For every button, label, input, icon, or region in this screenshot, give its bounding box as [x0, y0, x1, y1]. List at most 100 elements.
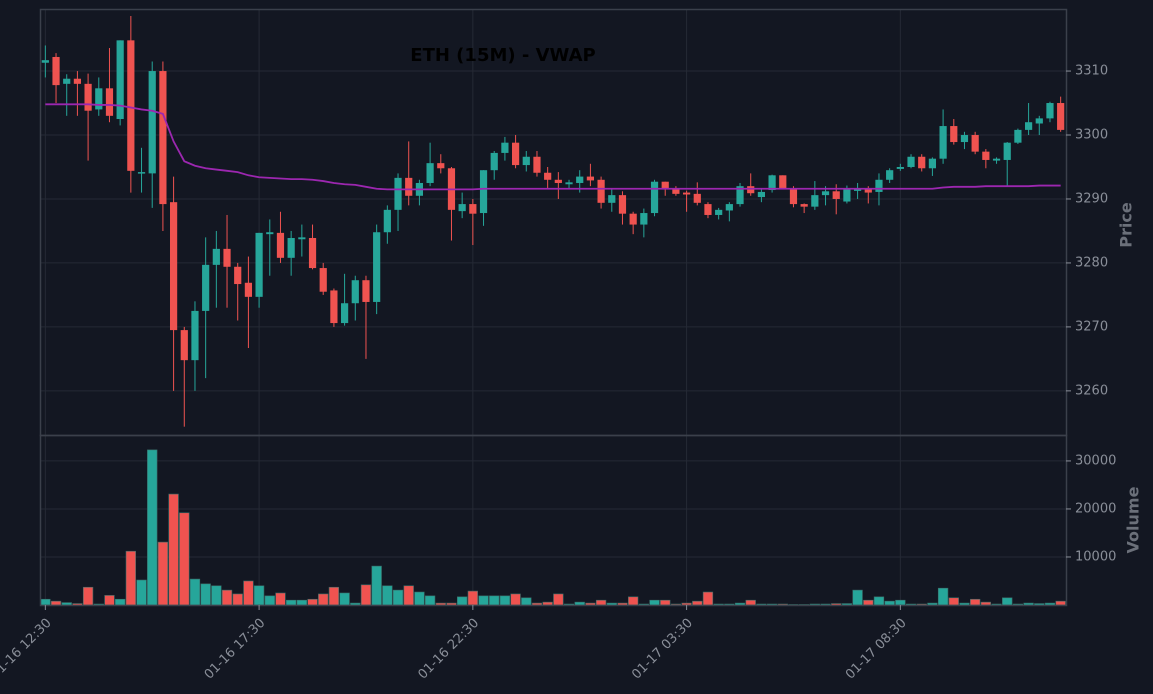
candle-body [768, 175, 776, 191]
volume-bar [147, 449, 158, 606]
volume-tick-label: 30000 [1075, 453, 1116, 468]
volume-bar [82, 586, 94, 606]
candle-body [864, 189, 872, 193]
volume-bar [50, 600, 62, 606]
vwap-line [45, 103, 1061, 191]
candle-body [373, 232, 381, 302]
candle-body [832, 191, 840, 199]
candle-body [533, 156, 541, 173]
candle-body [907, 156, 915, 167]
candle-body [340, 303, 349, 324]
volume-bar [734, 602, 746, 606]
volume-frame [39, 434, 1068, 607]
y-tick-label: 3310 [1075, 64, 1108, 79]
candle-body [490, 152, 498, 171]
candle-body [779, 175, 787, 189]
candle-body [1024, 122, 1033, 130]
candle-body [308, 237, 317, 269]
candle-body [127, 40, 135, 171]
volume-bar [745, 599, 756, 606]
volume-bar [253, 585, 265, 606]
volume-bar [531, 602, 543, 606]
candle-body [52, 56, 60, 86]
y-tick-label: 3290 [1075, 191, 1108, 206]
volume-tick-label: 20000 [1075, 501, 1116, 516]
volume-bar [371, 565, 382, 606]
candle-body [383, 209, 391, 233]
volume-bar [243, 580, 254, 606]
candle-body [159, 71, 167, 205]
candle-body [1035, 118, 1043, 124]
candle-body [544, 172, 552, 180]
volume-bar [937, 587, 949, 606]
candle-body [458, 204, 466, 212]
volume-bar [1055, 600, 1066, 606]
candle-body [244, 282, 253, 297]
candle-body [1014, 129, 1022, 143]
candle-body [266, 232, 274, 235]
candle-body [736, 186, 744, 205]
volume-bar [692, 600, 703, 606]
volume-bar [467, 590, 478, 606]
volume-bar [200, 583, 211, 606]
volume-bar [884, 600, 895, 606]
volume-bar [927, 602, 938, 606]
candle-body [1003, 142, 1011, 160]
candle-body [1046, 103, 1054, 119]
candle-body [747, 186, 755, 194]
candle-body [992, 158, 1001, 161]
volume-bar [510, 593, 521, 606]
volume-bar [895, 599, 906, 606]
volume-bar [628, 596, 639, 606]
volume-bar [264, 595, 275, 606]
candle-body [191, 310, 199, 361]
volume-bar [136, 579, 147, 606]
candle-body [298, 237, 306, 240]
candle-body [640, 213, 648, 225]
candle-body [148, 71, 156, 174]
y-axis-label: Price [1117, 202, 1136, 248]
volume-bar [403, 585, 414, 606]
candle-body [853, 189, 862, 191]
candle-body [501, 142, 509, 153]
volume-bar [1002, 597, 1013, 606]
candle-body [522, 156, 530, 166]
volume-bar [61, 602, 72, 606]
candle-body [960, 135, 969, 143]
volume-bar [104, 595, 115, 606]
volume-bar [232, 593, 243, 606]
candle-body [437, 163, 445, 169]
candle-body [821, 191, 830, 196]
candle-body [608, 195, 616, 203]
candle-body [95, 88, 103, 110]
volume-bar [595, 599, 607, 606]
volume-bar [970, 598, 981, 606]
volume-bar [542, 601, 553, 606]
volume-bar [553, 593, 564, 606]
volume-bar [221, 589, 233, 606]
volume-bar [286, 599, 297, 606]
volume-bar [189, 578, 201, 606]
candle-body [426, 163, 434, 183]
candle-body [1057, 103, 1065, 130]
candle-body [672, 188, 680, 194]
candle-body [351, 280, 359, 304]
volume-bar [702, 591, 714, 606]
y-tick-label: 3280 [1075, 255, 1108, 270]
volume-bar [959, 602, 970, 606]
chart-title: ETH (15M) - VWAP [410, 45, 595, 66]
candle-body [276, 232, 285, 258]
candle-body [928, 158, 937, 169]
candle-body [287, 237, 295, 258]
volume-bar [382, 585, 393, 606]
candle-body [234, 266, 242, 285]
candle-body [875, 179, 883, 192]
candle-body [982, 151, 990, 160]
candle-body [84, 83, 92, 111]
volume-bar [157, 541, 169, 606]
candle-body [169, 202, 178, 331]
volume-bar [617, 602, 628, 606]
volume-bar [521, 597, 532, 606]
candle-body [554, 179, 562, 183]
candle-body [597, 179, 605, 203]
